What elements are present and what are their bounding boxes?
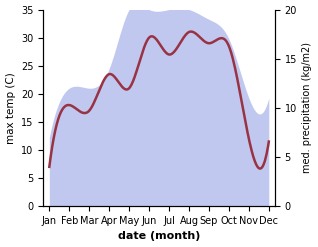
Y-axis label: med. precipitation (kg/m2): med. precipitation (kg/m2) [302, 42, 313, 173]
Y-axis label: max temp (C): max temp (C) [5, 72, 16, 144]
X-axis label: date (month): date (month) [118, 231, 200, 242]
